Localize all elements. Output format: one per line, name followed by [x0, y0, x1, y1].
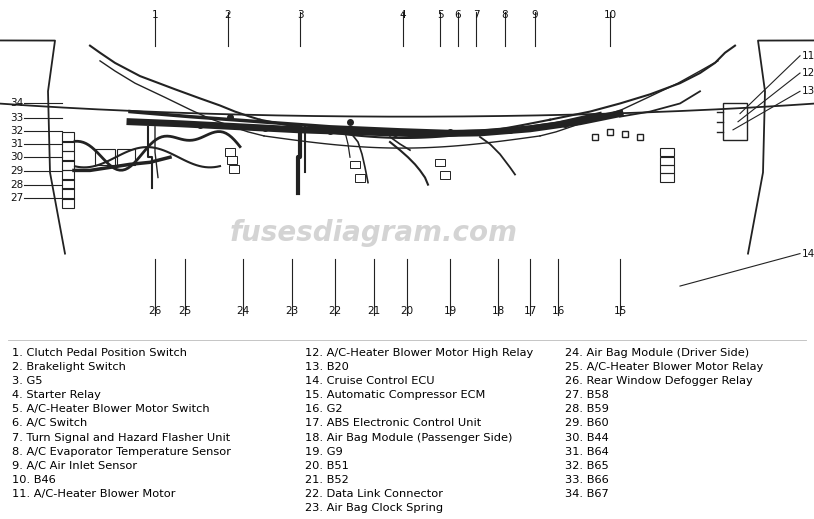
- Text: 34: 34: [10, 99, 24, 108]
- Text: 28: 28: [10, 180, 24, 189]
- Bar: [62, 160, 74, 170]
- Text: 24: 24: [236, 307, 250, 317]
- Bar: [723, 103, 747, 140]
- Bar: [62, 151, 74, 161]
- Bar: [660, 173, 674, 182]
- Text: 9. A/C Air Inlet Sensor: 9. A/C Air Inlet Sensor: [12, 461, 137, 471]
- Text: 2. Brakelight Switch: 2. Brakelight Switch: [12, 362, 126, 372]
- Text: 16: 16: [551, 307, 565, 317]
- Text: 10. B46: 10. B46: [12, 475, 55, 485]
- Text: 19. G9: 19. G9: [305, 447, 343, 457]
- Bar: [227, 156, 237, 165]
- Text: 30. B44: 30. B44: [565, 432, 609, 443]
- Text: 8: 8: [501, 10, 508, 20]
- Text: 27. B58: 27. B58: [565, 390, 609, 400]
- Text: 13. B20: 13. B20: [305, 362, 349, 372]
- Text: 28. B59: 28. B59: [565, 404, 609, 414]
- Text: 24. Air Bag Module (Driver Side): 24. Air Bag Module (Driver Side): [565, 348, 749, 358]
- Bar: [660, 148, 674, 156]
- Text: 6. A/C Switch: 6. A/C Switch: [12, 418, 87, 428]
- Text: 11. A/C-Heater Blower Motor: 11. A/C-Heater Blower Motor: [12, 489, 176, 499]
- Bar: [225, 148, 235, 156]
- Bar: [62, 132, 74, 142]
- Text: 32. B65: 32. B65: [565, 461, 609, 471]
- Bar: [355, 174, 365, 182]
- Text: 34. B67: 34. B67: [565, 489, 609, 499]
- Text: 12: 12: [802, 68, 814, 78]
- Bar: [62, 198, 74, 208]
- Bar: [350, 161, 360, 168]
- Bar: [62, 170, 74, 180]
- Text: 33: 33: [10, 113, 24, 122]
- Text: 9: 9: [532, 10, 538, 20]
- Text: 29. B60: 29. B60: [565, 418, 609, 428]
- Text: 33. B66: 33. B66: [565, 475, 609, 485]
- Text: 5. A/C-Heater Blower Motor Switch: 5. A/C-Heater Blower Motor Switch: [12, 404, 210, 414]
- Text: 26. Rear Window Defogger Relay: 26. Rear Window Defogger Relay: [565, 376, 753, 386]
- Text: 8. A/C Evaporator Temperature Sensor: 8. A/C Evaporator Temperature Sensor: [12, 447, 231, 457]
- Text: 15: 15: [614, 307, 627, 317]
- Text: 1. Clutch Pedal Position Switch: 1. Clutch Pedal Position Switch: [12, 348, 187, 358]
- Text: 17: 17: [523, 307, 536, 317]
- Text: 30: 30: [10, 152, 23, 162]
- Text: 22. Data Link Connector: 22. Data Link Connector: [305, 489, 443, 499]
- Bar: [660, 165, 674, 173]
- Text: 7. Turn Signal and Hazard Flasher Unit: 7. Turn Signal and Hazard Flasher Unit: [12, 432, 230, 443]
- Text: 32: 32: [10, 126, 24, 136]
- Text: 1: 1: [151, 10, 158, 20]
- Bar: [62, 188, 74, 199]
- Text: 25. A/C-Heater Blower Motor Relay: 25. A/C-Heater Blower Motor Relay: [565, 362, 764, 372]
- Bar: [95, 149, 115, 166]
- Text: fusesdiagram.com: fusesdiagram.com: [230, 220, 518, 248]
- Text: 20: 20: [400, 307, 414, 317]
- Text: 4: 4: [400, 10, 406, 20]
- Text: 14: 14: [802, 249, 814, 258]
- Text: 23. Air Bag Clock Spring: 23. Air Bag Clock Spring: [305, 503, 443, 513]
- Text: 20. B51: 20. B51: [305, 461, 349, 471]
- Text: 27: 27: [10, 193, 24, 203]
- Text: 21: 21: [367, 307, 381, 317]
- Text: 15. Automatic Compressor ECM: 15. Automatic Compressor ECM: [305, 390, 485, 400]
- Text: 11: 11: [802, 51, 814, 61]
- Text: 17. ABS Electronic Control Unit: 17. ABS Electronic Control Unit: [305, 418, 481, 428]
- Text: 13: 13: [802, 86, 814, 97]
- Text: 10: 10: [603, 10, 616, 20]
- Bar: [62, 141, 74, 152]
- Text: 6: 6: [455, 10, 462, 20]
- Text: 4. Starter Relay: 4. Starter Relay: [12, 390, 101, 400]
- Text: 14. Cruise Control ECU: 14. Cruise Control ECU: [305, 376, 435, 386]
- Text: 18: 18: [492, 307, 505, 317]
- Bar: [229, 166, 239, 173]
- Text: 12. A/C-Heater Blower Motor High Relay: 12. A/C-Heater Blower Motor High Relay: [305, 348, 533, 358]
- Text: 22: 22: [328, 307, 342, 317]
- Text: 5: 5: [436, 10, 444, 20]
- Bar: [440, 171, 450, 179]
- Text: 16. G2: 16. G2: [305, 404, 343, 414]
- Text: 21. B52: 21. B52: [305, 475, 348, 485]
- Text: 19: 19: [444, 307, 457, 317]
- Text: 18. Air Bag Module (Passenger Side): 18. Air Bag Module (Passenger Side): [305, 432, 512, 443]
- Text: 25: 25: [178, 307, 191, 317]
- Bar: [62, 179, 74, 189]
- Bar: [660, 157, 674, 165]
- Text: 3. G5: 3. G5: [12, 376, 42, 386]
- Text: 31: 31: [10, 139, 24, 149]
- Bar: [117, 149, 135, 166]
- Text: 29: 29: [10, 167, 24, 176]
- Text: 26: 26: [148, 307, 162, 317]
- Text: 31. B64: 31. B64: [565, 447, 609, 457]
- Text: 23: 23: [286, 307, 299, 317]
- Text: 3: 3: [296, 10, 304, 20]
- Text: 2: 2: [225, 10, 231, 20]
- Bar: [435, 159, 445, 167]
- Text: 7: 7: [473, 10, 479, 20]
